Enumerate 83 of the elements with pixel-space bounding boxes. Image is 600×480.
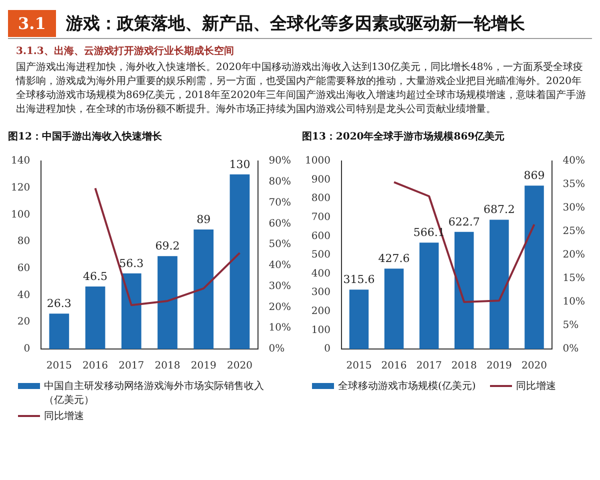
bar	[524, 186, 544, 349]
y-tick-label: 100	[311, 324, 330, 336]
x-tick-label: 2015	[346, 360, 372, 372]
y2-tick-label: 40%	[268, 260, 292, 272]
text: 3.1.3、出海、云游戏打开游戏行业长期成长空间	[16, 44, 235, 58]
x-tick-label: 2015	[46, 360, 72, 372]
y-tick-label: 900	[311, 174, 330, 186]
y2-tick-label: 30%	[562, 202, 586, 214]
y-tick-label: 1000	[304, 156, 330, 167]
legend-label: 全球移动游戏市场规模(亿美元)	[338, 380, 476, 393]
bar	[230, 174, 250, 349]
y2-tick-label: 25%	[562, 226, 586, 238]
legend-label: 同比增速	[44, 410, 84, 423]
x-tick-label: 2017	[118, 360, 144, 372]
data-label: 56.3	[119, 256, 144, 270]
y-tick-label: 0	[24, 344, 30, 355]
y2-tick-label: 20%	[268, 302, 292, 313]
legend-label: 同比增速	[516, 380, 556, 393]
y-tick-label: 100	[10, 209, 30, 220]
x-tick-label: 2020	[226, 360, 252, 372]
y-tick-label: 800	[311, 193, 330, 204]
y2-tick-label: 20%	[562, 250, 586, 261]
x-tick-label: 2016	[381, 360, 407, 372]
data-label: 46.5	[83, 270, 108, 283]
y2-tick-label: 80%	[268, 176, 292, 188]
bar	[85, 286, 106, 349]
data-label: 315.6	[343, 273, 375, 286]
y-tick-label: 300	[311, 287, 330, 298]
text: 3.1	[8, 10, 56, 36]
data-label: 130	[229, 158, 250, 171]
y-tick-label: 60	[17, 263, 30, 274]
data-label: 427.6	[378, 252, 410, 265]
chart-title: 图13：2020年全球手游市场规模869亿美元	[302, 130, 505, 143]
x-tick-label: 2019	[486, 360, 512, 372]
bar	[349, 290, 369, 349]
bar	[490, 220, 509, 349]
x-tick-label: 2016	[82, 360, 108, 372]
y2-tick-label: 0%	[268, 344, 285, 355]
x-tick-label: 2018	[154, 360, 180, 372]
y2-tick-label: 30%	[268, 280, 292, 292]
y-tick-label: 500	[311, 250, 330, 261]
text: 国产游戏出海进程加快，海外收入快速增长。2020年中国移动游戏出海收入达到130亿美元，同比增长48%，一方面系受全球疫情影响，游戏成为海外用户重要的娱乐刚需，另一方面，也受国内产能需要释放的推动，大量游戏企业把目光瞄准海外。2020年全球移动游戏市场规模为869亿美元，2018年至2020年三年间国产游戏出海收入增速均超过全球市场规模增速，意味着国产手游出海进程加快，在全球的市场份额不断提升。海外市场正持续为国内游戏公司特别是龙头公司贡献业绩增量。	[16, 61, 587, 117]
y-tick-label: 700	[311, 212, 330, 223]
y2-tick-label: 35%	[562, 179, 586, 190]
y2-tick-label: 50%	[268, 239, 292, 250]
y2-tick-label: 60%	[268, 218, 292, 230]
bar	[419, 242, 439, 349]
bar	[194, 229, 214, 349]
data-label: 69.2	[155, 239, 180, 252]
y-tick-label: 200	[311, 306, 330, 317]
bar	[384, 268, 404, 349]
y2-tick-label: 40%	[562, 156, 586, 167]
y-tick-label: 20	[17, 316, 30, 328]
x-tick-label: 2020	[522, 360, 547, 372]
y-tick-label: 80	[17, 236, 30, 248]
legend-label: 中国自主研发移动网络游戏海外市场实际销售收入（亿美元）	[44, 380, 265, 407]
y2-tick-label: 10%	[268, 322, 292, 334]
y-tick-label: 120	[10, 182, 30, 194]
x-tick-label: 2019	[190, 360, 216, 372]
bar	[121, 273, 142, 349]
y2-tick-label: 5%	[562, 320, 579, 332]
bar	[49, 314, 70, 349]
y2-tick-label: 90%	[268, 156, 292, 167]
y-tick-label: 140	[10, 156, 30, 167]
data-label: 26.3	[46, 297, 72, 310]
data-label: 622.7	[448, 215, 480, 228]
y-tick-label: 600	[311, 230, 330, 242]
y2-tick-label: 15%	[562, 273, 586, 284]
y-tick-label: 400	[311, 268, 330, 280]
y2-tick-label: 0%	[562, 344, 579, 355]
y2-tick-label: 70%	[268, 197, 292, 208]
data-label: 687.2	[483, 203, 515, 216]
chart-title: 图12：中国手游出海收入快速增长	[8, 130, 163, 143]
data-label: 869	[524, 168, 545, 182]
text: 游戏：政策落地、新产品、全球化等多因素或驱动新一轮增长	[66, 12, 525, 34]
data-label: 89	[196, 212, 211, 226]
x-tick-label: 2017	[416, 360, 442, 372]
y2-tick-label: 10%	[562, 296, 586, 308]
y-tick-label: 40	[17, 290, 30, 301]
x-tick-label: 2018	[451, 360, 477, 372]
y-tick-label: 0	[324, 344, 330, 355]
bar	[454, 232, 474, 349]
bar	[158, 256, 178, 349]
